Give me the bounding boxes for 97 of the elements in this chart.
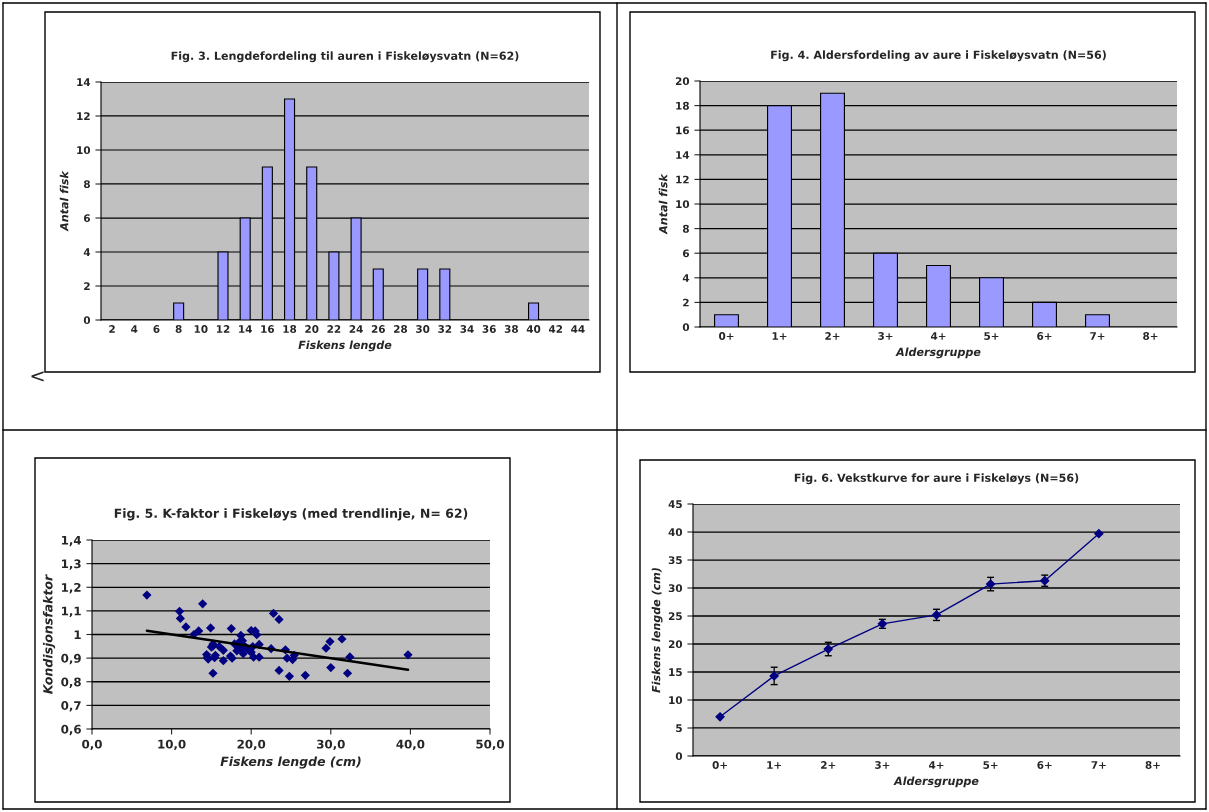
x-tick-label: 16 [261,325,275,333]
x-tick-label: 7+ [1090,332,1105,340]
x-tick-label: 7+ [1091,761,1106,769]
x-tick-label: 32 [438,325,452,333]
y-tick-label: 0 [83,316,91,325]
x-tick-label: 40 [526,325,541,333]
y-tick-label: 1,2 [62,582,81,594]
y-tick-label: 25 [668,612,682,621]
y-tick-label: 1,3 [62,559,81,570]
x-axis-title: Fiskens lengde (cm) [220,756,361,769]
x-tick-label: 2+ [825,332,840,340]
x-tick-label: 4+ [930,332,946,340]
y-tick-label: 18 [676,101,689,110]
y-tick-label: 0,8 [61,677,81,688]
y-tick-label: 15 [669,668,682,677]
x-tick-label: 0+ [712,761,727,769]
y-tick-label: 4 [83,248,91,256]
x-tick-label: 1+ [772,332,787,340]
x-tick-label: 5+ [983,761,998,769]
y-tick-label: 16 [676,126,690,135]
x-axis-title: Fiskens lengde [298,340,392,352]
y-tick-label: 14 [676,151,690,159]
x-tick-label: 6+ [1037,761,1052,769]
x-axis-title: Aldersgruppe [895,347,981,359]
x-tick-label: 0+ [719,332,734,340]
x-tick-label: 2 [109,325,115,333]
x-tick-label: 1+ [767,761,782,769]
y-tick-label: 10 [676,200,690,209]
x-tick-label: 40,0 [396,739,425,751]
x-tick-label: 26 [371,325,385,333]
x-tick-label: 3+ [875,761,890,769]
y-tick-label: 0,9 [61,653,81,665]
y-tick-label: 6 [682,249,690,258]
x-tick-label: 42 [548,325,563,333]
chart-title: Fig. 5. K-faktor i Fiskeløys (med trendlinje, N= 62) [114,508,468,521]
y-axis-title: Kondisjonsfaktor [42,574,56,694]
x-tick-label: 6+ [1037,332,1052,340]
x-tick-label: 38 [504,325,518,333]
y-tick-label: 12 [676,175,689,184]
y-tick-label: 1 [74,630,81,639]
x-tick-label: 10 [194,325,208,333]
x-tick-label: 5+ [984,332,999,340]
y-tick-label: 0,7 [61,701,81,712]
x-tick-label: 2+ [821,761,836,769]
y-tick-label: 10 [77,146,91,155]
x-tick-label: 14 [239,325,252,333]
x-tick-label: 44 [571,325,585,333]
x-tick-label: 20,0 [237,739,266,751]
x-tick-label: 3+ [878,332,893,340]
y-tick-label: 5 [676,724,682,733]
x-tick-label: 34 [460,325,474,333]
y-tick-label: 12 [77,112,90,120]
y-axis-title: Antal fisk [658,173,668,235]
y-tick-label: 4 [682,274,690,282]
x-tick-label: 30 [416,325,430,333]
y-axis-title: Antal fisk [59,170,69,232]
chart-title: Fig. 6. Vekstkurve for aure i Fiskeløys (N=56) [794,473,1079,485]
x-tick-label: 8+ [1145,761,1160,769]
x-tick-label: 0,0 [82,739,102,751]
y-tick-label: 8 [682,224,689,233]
x-tick-label: 8+ [1143,332,1158,340]
y-tick-label: 2 [683,298,689,307]
y-tick-label: 35 [668,556,682,565]
y-tick-label: 14 [77,78,91,86]
chart-title: Fig. 4. Aldersfordeling av aure i Fiskeløysvatn (N=56) [771,50,1106,62]
y-tick-label: 6 [83,214,91,223]
x-tick-label: 12 [216,325,230,333]
y-tick-label: 8 [83,180,90,189]
text: < [31,371,44,382]
x-tick-label: 6 [153,325,160,333]
x-tick-label: 30,0 [317,739,345,751]
y-tick-label: 10 [669,696,683,705]
x-tick-label: 10,0 [158,739,186,751]
y-tick-label: 40 [668,528,683,537]
x-tick-label: 8 [175,325,182,333]
y-axis-title: Fiskens lengde (cm) [651,568,663,693]
y-tick-label: 0,6 [61,724,81,736]
x-tick-label: 50,0 [476,739,504,751]
x-tick-label: 18 [283,325,297,333]
y-tick-label: 0 [675,752,683,761]
y-tick-label: 30 [668,584,683,593]
y-tick-label: 20 [668,640,683,649]
y-tick-label: 1,4 [62,535,82,547]
x-tick-label: 20 [305,325,319,333]
x-tick-label: 22 [327,325,341,333]
x-tick-label: 28 [394,325,408,333]
x-tick-label: 4 [131,325,138,333]
y-tick-label: 45 [668,500,682,509]
y-tick-label: 20 [675,77,690,86]
x-tick-label: 36 [482,325,496,333]
y-tick-label: 0 [682,323,690,332]
y-tick-label: 2 [84,282,90,290]
chart-title: Fig. 3. Lengdefordeling til auren i Fiskeløysvatn (N=62) [171,51,519,63]
x-tick-label: 4+ [928,761,944,769]
x-axis-title: Aldersgruppe [893,776,979,788]
x-tick-label: 24 [349,325,363,333]
y-tick-label: 1,1 [62,606,81,618]
